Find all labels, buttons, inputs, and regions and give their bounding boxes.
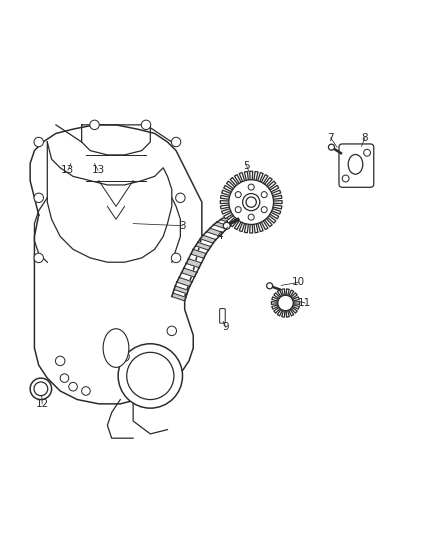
- Circle shape: [120, 352, 129, 361]
- Circle shape: [267, 283, 272, 289]
- Polygon shape: [81, 125, 150, 155]
- Circle shape: [34, 193, 43, 203]
- Circle shape: [248, 214, 254, 220]
- Polygon shape: [186, 259, 201, 268]
- Polygon shape: [174, 286, 188, 294]
- Circle shape: [60, 374, 69, 382]
- Text: 3: 3: [179, 221, 186, 231]
- Circle shape: [34, 382, 48, 395]
- Polygon shape: [220, 171, 282, 233]
- Polygon shape: [47, 142, 172, 262]
- Text: 8: 8: [362, 133, 368, 143]
- Polygon shape: [177, 277, 192, 286]
- Circle shape: [261, 191, 267, 198]
- Polygon shape: [172, 293, 186, 301]
- Text: 7: 7: [327, 133, 334, 143]
- Text: 13: 13: [92, 165, 105, 175]
- Circle shape: [69, 382, 78, 391]
- Text: 9: 9: [223, 322, 229, 333]
- Polygon shape: [200, 235, 216, 243]
- Polygon shape: [191, 249, 206, 259]
- Text: 12: 12: [35, 399, 49, 409]
- Circle shape: [229, 180, 273, 224]
- Circle shape: [246, 197, 256, 207]
- Circle shape: [118, 344, 183, 408]
- Polygon shape: [214, 222, 230, 229]
- Circle shape: [90, 120, 99, 130]
- Text: 10: 10: [292, 277, 305, 287]
- Circle shape: [235, 207, 241, 213]
- Circle shape: [248, 184, 254, 190]
- Text: 11: 11: [298, 298, 311, 308]
- Circle shape: [261, 207, 267, 213]
- Circle shape: [223, 222, 230, 229]
- Circle shape: [56, 356, 65, 366]
- Polygon shape: [206, 228, 223, 236]
- Text: 5: 5: [243, 160, 250, 171]
- Circle shape: [243, 193, 260, 211]
- Circle shape: [34, 138, 43, 147]
- Ellipse shape: [348, 155, 363, 174]
- Polygon shape: [272, 289, 300, 317]
- Text: 13: 13: [61, 165, 74, 175]
- Circle shape: [171, 253, 181, 263]
- Circle shape: [127, 352, 174, 400]
- Circle shape: [141, 120, 151, 130]
- Polygon shape: [196, 243, 211, 250]
- Ellipse shape: [103, 329, 129, 367]
- Polygon shape: [221, 217, 237, 224]
- Circle shape: [171, 138, 181, 147]
- Circle shape: [235, 191, 241, 198]
- Polygon shape: [181, 268, 197, 277]
- Polygon shape: [30, 125, 202, 404]
- Circle shape: [176, 193, 185, 203]
- Circle shape: [328, 144, 335, 150]
- Circle shape: [364, 149, 371, 156]
- Circle shape: [34, 253, 43, 263]
- FancyBboxPatch shape: [339, 144, 374, 187]
- Circle shape: [278, 295, 293, 311]
- FancyBboxPatch shape: [219, 309, 225, 323]
- Circle shape: [30, 378, 52, 400]
- Circle shape: [342, 175, 349, 182]
- Text: 4: 4: [216, 231, 223, 241]
- Circle shape: [81, 386, 90, 395]
- Circle shape: [167, 326, 177, 336]
